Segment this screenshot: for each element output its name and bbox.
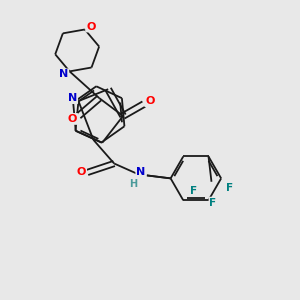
Text: N: N [136, 167, 146, 177]
Text: F: F [190, 186, 197, 196]
Text: N: N [59, 69, 68, 80]
Text: O: O [86, 22, 95, 32]
Text: O: O [77, 167, 86, 177]
Text: H: H [129, 179, 137, 189]
Text: O: O [145, 96, 154, 106]
Text: O: O [68, 114, 77, 124]
Text: N: N [68, 93, 77, 103]
Text: F: F [226, 183, 233, 193]
Text: F: F [209, 198, 217, 208]
